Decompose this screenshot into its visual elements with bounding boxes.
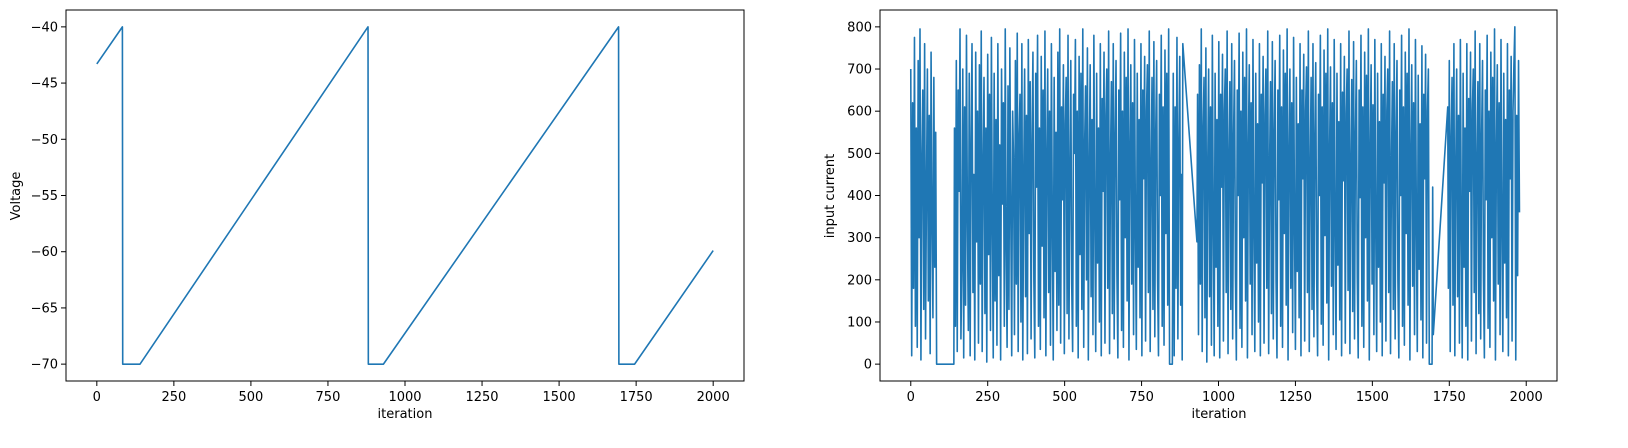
- current-y-tick-label: 600: [847, 105, 872, 120]
- current-y-tick-label: 700: [847, 63, 872, 78]
- current-y-tick-label: 300: [847, 231, 872, 246]
- voltage-x-tick-label: 1000: [388, 390, 421, 405]
- current-x-tick-label: 1000: [1202, 390, 1235, 405]
- voltage-x-tick-label: 2000: [697, 390, 730, 405]
- current-y-tick-label: 0: [864, 358, 872, 373]
- voltage-x-axis-label: iteration: [378, 407, 433, 422]
- current-x-tick-label: 1250: [1279, 390, 1312, 405]
- voltage-x-tick-label: 250: [161, 390, 186, 405]
- current-y-axis-label: input current: [823, 154, 838, 238]
- current-y-tick-label: 100: [847, 315, 872, 330]
- current-y-ticks: 0 100 200 300 400 500 600 700 800: [847, 20, 880, 373]
- voltage-series-line: [96, 26, 714, 365]
- voltage-x-tick-label: 500: [238, 390, 263, 405]
- current-y-tick-label: 800: [847, 20, 872, 35]
- current-x-tick-label: 250: [975, 390, 1000, 405]
- voltage-x-tick-label: 1750: [620, 390, 653, 405]
- voltage-x-tick-label: 1250: [465, 390, 498, 405]
- current-x-tick-label: 0: [907, 390, 915, 405]
- voltage-y-tick-label: −40: [31, 20, 58, 35]
- voltage-chart: 0 250 500 750 1000 1250 1500 1750 2000 −70 −65 −60…: [9, 9, 745, 422]
- current-y-tick-label: 400: [847, 189, 872, 204]
- voltage-y-tick-label: −60: [31, 245, 58, 260]
- voltage-y-tick-label: −55: [31, 189, 58, 204]
- current-x-tick-label: 750: [1129, 390, 1154, 405]
- voltage-x-tick-label: 0: [93, 390, 101, 405]
- voltage-y-tick-label: −70: [31, 358, 58, 373]
- voltage-x-ticks: 0 250 500 750 1000 1250 1500 1750 2000: [93, 381, 730, 405]
- current-x-axis-label: iteration: [1192, 407, 1247, 422]
- voltage-y-ticks: −70 −65 −60 −55 −50 −45 −40: [31, 20, 66, 373]
- voltage-y-tick-label: −50: [31, 133, 58, 148]
- voltage-y-tick-label: −45: [31, 77, 58, 92]
- current-y-tick-label: 200: [847, 273, 872, 288]
- current-x-tick-label: 1500: [1356, 390, 1389, 405]
- voltage-x-tick-label: 1500: [543, 390, 576, 405]
- current-x-tick-label: 500: [1052, 390, 1077, 405]
- current-y-tick-label: 500: [847, 147, 872, 162]
- current-x-ticks: 0 250 500 750 1000 1250 1500 1750 2000: [907, 381, 1543, 405]
- current-x-tick-label: 2000: [1510, 390, 1543, 405]
- voltage-x-tick-label: 750: [316, 390, 341, 405]
- input-current-chart: 0 250 500 750 1000 1250 1500 1750 2000 0 100 200 30…: [823, 9, 1558, 422]
- current-x-tick-label: 1750: [1433, 390, 1466, 405]
- current-series-line: [909, 26, 1521, 365]
- voltage-y-axis-label: Voltage: [9, 172, 24, 221]
- voltage-y-tick-label: −65: [31, 301, 58, 316]
